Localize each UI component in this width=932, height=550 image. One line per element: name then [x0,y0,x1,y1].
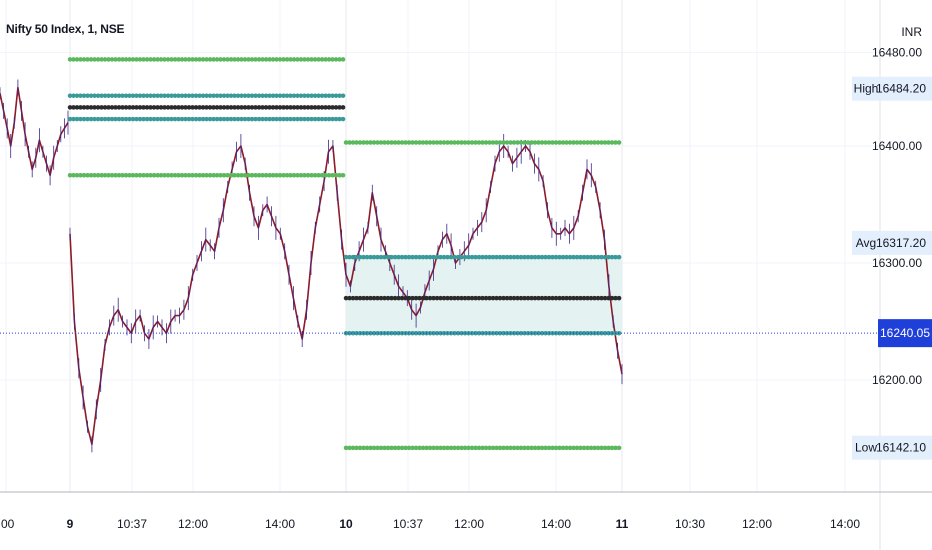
x-tick-label: 10:37 [393,517,423,531]
price-tag-value: 16142.10 [876,441,926,455]
x-tick-label: 10 [339,517,353,531]
price-tag-value-bg [880,76,932,101]
y-tick-label: 16200.00 [872,373,922,387]
x-tick-label: 12:00 [454,517,484,531]
price-tag-label-bg [852,230,880,255]
chart-title: Nifty 50 Index, 1, NSE [6,22,125,36]
x-tick-label: 14:00 [265,517,295,531]
price-tag-value: 16317.20 [876,236,926,250]
y-tick-label: 16300.00 [872,256,922,270]
price-tag-label-bg [852,76,880,101]
current-price-tag[interactable]: 16240.05 [880,326,930,340]
x-tick-label: 10:30 [675,517,705,531]
value-zone [346,257,622,334]
price-tag-label-bg [852,435,880,460]
y-tick-label: 16480.00 [872,45,922,59]
x-tick-label: 12:00 [178,517,208,531]
price-tag-value-bg [880,230,932,255]
x-tick-label: 9 [67,517,74,531]
current-price-tag-bg[interactable] [878,319,932,348]
price-tag-label: High [854,82,879,96]
price-tag-label: Avg [856,236,876,250]
currency-label: INR [901,25,922,39]
x-tick-label: 14:00 [541,517,571,531]
price-wicks [0,79,623,453]
price-tag-value: 16484.20 [876,82,926,96]
price-tag-value-bg [880,435,932,460]
price-tag-label: Low [855,441,877,455]
x-tick-label: 10:37 [117,517,147,531]
x-tick-label: 11 [616,517,629,531]
x-tick-label: 14:00 [830,517,860,531]
x-tick-label: 12:00 [742,517,772,531]
x-tick-label: :00 [0,517,15,531]
y-tick-label: 16400.00 [872,139,922,153]
